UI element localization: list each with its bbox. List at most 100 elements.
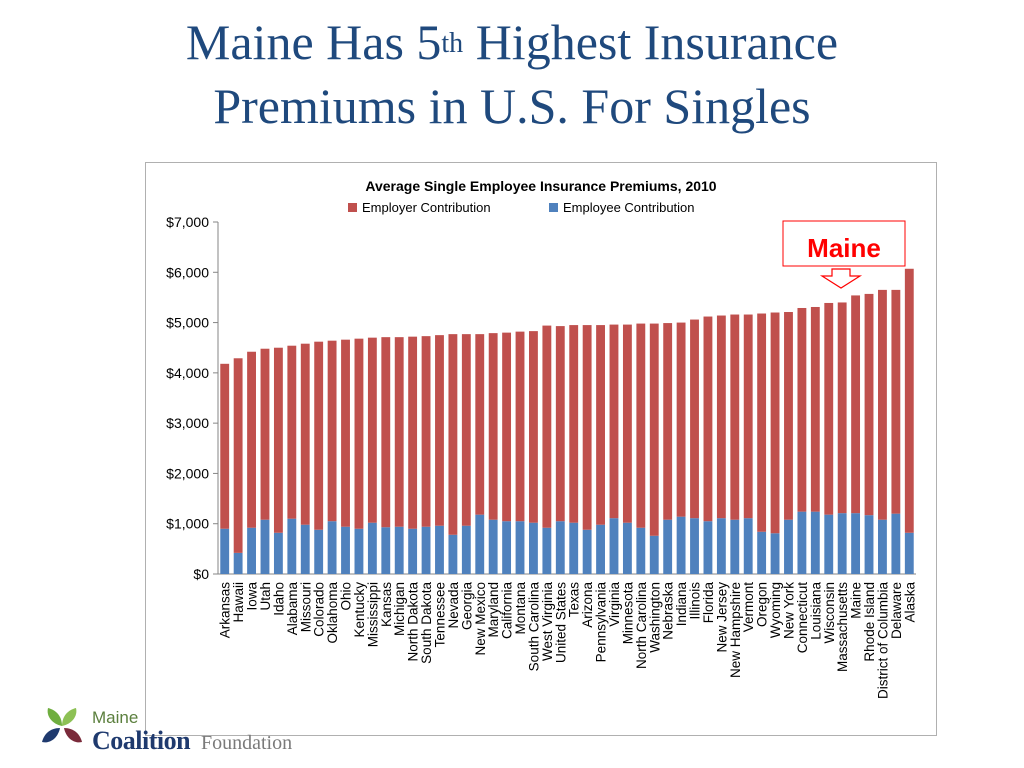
bar-employee (367, 522, 377, 574)
bar-employee (703, 521, 713, 574)
bar-employee (676, 516, 686, 574)
bar-employer (784, 312, 793, 520)
bar-employer (367, 337, 377, 523)
bar-employee (327, 521, 337, 574)
bar-employee (824, 514, 834, 574)
callout-arrow-icon (819, 268, 863, 289)
x-tick-label: Nebraska (661, 582, 676, 640)
bar-employer (690, 319, 699, 519)
bar-employer (260, 348, 270, 520)
bar-employee (220, 528, 230, 574)
bar-employee (797, 511, 807, 574)
slide-title: Maine Has 5th Highest Insurance Premiums … (185, 14, 839, 134)
x-tick-label: Louisiana (808, 582, 823, 640)
x-tick-label: Wisconsin (822, 582, 837, 644)
logo-word-coalition: Coalition (92, 726, 191, 755)
bar-employer (448, 334, 458, 535)
x-tick-label: New Hampshire (728, 582, 743, 678)
bar-employer (622, 324, 632, 523)
bar-employee (394, 526, 404, 574)
bar-employer (851, 295, 861, 514)
callout-label: Maine (807, 233, 881, 263)
legend-swatch-employer (348, 203, 357, 212)
x-tick-label: Massachusetts (835, 582, 850, 672)
x-tick-label: Alabama (285, 582, 300, 636)
bar-employer (663, 323, 673, 520)
legend: Employer Contribution Employee Contribut… (348, 200, 695, 215)
x-tick-label: Illinois (688, 582, 703, 620)
bar-employee (435, 525, 444, 574)
x-tick-label: District of Columbia (875, 582, 890, 700)
bar-employer (757, 313, 767, 532)
x-tick-label: Montana (513, 582, 528, 635)
x-tick-label: North Dakota (406, 582, 421, 662)
bar-employer (354, 338, 364, 529)
x-tick-label: Kentucky (352, 582, 367, 638)
bar-employee (475, 514, 485, 574)
x-tick-label: Hawaii (231, 582, 246, 623)
bar-employee (247, 527, 256, 574)
chart-frame: Average Single Employee Insurance Premiu… (145, 162, 937, 736)
bar-employee (864, 515, 874, 574)
bar-employer (569, 325, 579, 523)
bar-employer (461, 334, 471, 526)
bar-employer (488, 333, 498, 520)
bar-employee (636, 527, 646, 574)
bar-employee (233, 552, 243, 574)
bar-employee (649, 535, 659, 574)
x-tick-label: Oregon (755, 582, 770, 627)
bar-employer (529, 331, 538, 523)
y-tick-label: $2,000 (166, 465, 209, 481)
x-tick-label: Florida (701, 582, 716, 624)
y-tick-label: $6,000 (166, 264, 209, 280)
bar-employer (824, 302, 834, 515)
bar-employee (837, 513, 847, 574)
bar-employee (555, 521, 565, 574)
logo-word-maine: Maine (92, 708, 139, 727)
bar-employee (461, 525, 471, 574)
bar-employee (904, 532, 914, 574)
logo-word-foundation: Foundation (201, 732, 293, 754)
bar-employer (730, 314, 740, 520)
bar-employee (529, 522, 538, 574)
x-tick-label: New Mexico (473, 582, 488, 656)
legend-swatch-employee (549, 203, 558, 212)
leaf-logo-icon (42, 708, 82, 743)
bar-employee (448, 534, 458, 574)
bar-employer (515, 331, 525, 522)
x-tick-label: Texas (567, 582, 582, 618)
bar-employee (770, 533, 780, 574)
bar-employee (730, 519, 740, 574)
bar-employee (273, 532, 283, 574)
bar-employee (515, 521, 525, 574)
x-tick-label: Pennsylvania (594, 582, 609, 663)
bar-employee (287, 518, 297, 574)
legend-employer-label: Employer Contribution (362, 200, 491, 215)
bar-employer (703, 316, 713, 522)
y-tick-label: $1,000 (166, 516, 209, 532)
bar-employer (314, 341, 324, 530)
y-tick-label: $5,000 (166, 315, 209, 331)
premium-chart: Average Single Employee Insurance Premiu… (166, 178, 917, 700)
bar-employer (636, 323, 646, 528)
bar-employer (797, 307, 807, 512)
bar-employer (716, 315, 726, 519)
x-tick-label: Nevada (446, 582, 461, 629)
bar-employer (408, 336, 418, 529)
x-tick-label: United States (553, 582, 568, 663)
bar-employer (770, 312, 780, 534)
x-tick-label: Indiana (674, 582, 689, 627)
bar-employer (555, 326, 565, 522)
callout-box (782, 220, 906, 267)
bar-employee (542, 527, 552, 574)
bar-employer (233, 358, 243, 553)
bar-employee (810, 511, 820, 574)
bar-employer (327, 340, 337, 522)
bar-employee (569, 522, 579, 574)
bar-employee (743, 518, 753, 574)
bar-employer (676, 322, 686, 517)
bar-employee (851, 513, 861, 574)
bar-employee (716, 518, 726, 574)
bar-employer (837, 302, 847, 514)
bar-employee (408, 528, 418, 574)
